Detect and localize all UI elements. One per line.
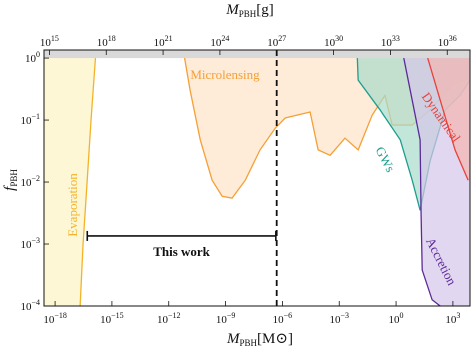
y-axis-label: fPBH — [2, 169, 19, 191]
tick-base: 10 — [324, 37, 336, 49]
tick-label: 100 — [389, 311, 404, 326]
tick-label: 10−18 — [43, 311, 67, 326]
tick-base: 10 — [381, 37, 393, 49]
tick-exponent: 18 — [108, 34, 116, 43]
tick-exponent: −2 — [31, 174, 40, 183]
tick-base: 10 — [154, 37, 166, 49]
subscript: PBH — [239, 9, 257, 19]
tick-base: 10 — [438, 37, 450, 49]
tick-label: 1015 — [40, 34, 59, 49]
tick-label: 1027 — [267, 34, 286, 49]
tick-base: 10 — [43, 314, 55, 326]
tick-label: 10−2 — [20, 174, 40, 189]
tick-base: 10 — [97, 37, 109, 49]
tick-exponent: −6 — [284, 311, 293, 320]
tick-label: 10−15 — [100, 311, 124, 326]
unit: [g] — [256, 2, 274, 18]
tick-base: 10 — [20, 177, 32, 189]
tick-exponent: 15 — [51, 34, 59, 43]
tick-label: 10−3 — [20, 236, 40, 251]
tick-exponent: 3 — [456, 311, 460, 320]
tick-base: 10 — [273, 314, 285, 326]
region-edge — [401, 50, 441, 306]
tick-label: 103 — [445, 311, 460, 326]
subscript: PBH — [9, 169, 19, 187]
tick-base: 10 — [40, 37, 52, 49]
tick-exponent: 36 — [449, 34, 457, 43]
region-label: GWs — [372, 144, 398, 175]
tick-base: 10 — [267, 37, 279, 49]
tick-exponent: 21 — [165, 34, 173, 43]
tick-exponent: −18 — [54, 311, 67, 320]
tick-base: 10 — [445, 314, 457, 326]
region-edge — [424, 50, 469, 181]
tick-label: 1036 — [438, 34, 457, 49]
tick-base: 10 — [157, 314, 169, 326]
tick-exponent: 33 — [392, 34, 400, 43]
tick-label: 1024 — [210, 34, 229, 49]
tick-exponent: −1 — [31, 112, 40, 121]
tick-label: 1033 — [381, 34, 400, 49]
tick-label: 1030 — [324, 34, 343, 49]
tick-exponent: 24 — [221, 34, 229, 43]
excluded-band — [44, 50, 470, 59]
tick-label: 10−4 — [20, 298, 40, 313]
tick-base: 10 — [389, 314, 401, 326]
tick-label: 10−6 — [273, 311, 293, 326]
x2-axis-label: MPBH[g] — [225, 2, 274, 19]
tick-exponent: 0 — [36, 50, 40, 59]
tick-exponent: −3 — [340, 311, 349, 320]
tick-label: 10−3 — [329, 311, 349, 326]
tick-label: 100 — [25, 50, 40, 65]
tick-label: 1021 — [154, 34, 173, 49]
symbol: f — [2, 185, 18, 191]
plot — [44, 50, 470, 306]
tick-label: 1018 — [97, 34, 116, 49]
tick-label: 10−1 — [20, 112, 40, 127]
tick-base: 10 — [25, 53, 37, 65]
tick-base: 10 — [20, 115, 32, 127]
tick-exponent: −3 — [31, 236, 40, 245]
region-fill — [425, 50, 470, 181]
frame — [43, 49, 471, 307]
tick-label: 10−9 — [216, 311, 236, 326]
symbol: M — [226, 331, 241, 347]
tick-label: 10−12 — [157, 311, 181, 326]
symbol: M — [225, 2, 240, 18]
tick-exponent: 0 — [400, 311, 404, 320]
tick-exponent: 30 — [335, 34, 343, 43]
region-label: Microlensing — [190, 67, 260, 82]
tick-base: 10 — [216, 314, 228, 326]
subscript: PBH — [240, 338, 258, 348]
tick-exponent: 27 — [278, 34, 286, 43]
tick-base: 10 — [20, 239, 32, 251]
tick-base: 10 — [210, 37, 222, 49]
x-axis-label: MPBH[M⊙] — [226, 331, 293, 348]
tick-base: 10 — [329, 314, 341, 326]
tick-exponent: −12 — [168, 311, 181, 320]
tick-base: 10 — [100, 314, 112, 326]
tick-exponent: −15 — [111, 311, 124, 320]
region-label: Evaporation — [65, 173, 80, 237]
tick-base: 10 — [20, 301, 32, 313]
tick-exponent: −9 — [227, 311, 236, 320]
range-label: This work — [153, 244, 210, 259]
tick-exponent: −4 — [31, 298, 40, 307]
region-edge — [79, 50, 97, 306]
unit: [M⊙] — [257, 331, 293, 347]
